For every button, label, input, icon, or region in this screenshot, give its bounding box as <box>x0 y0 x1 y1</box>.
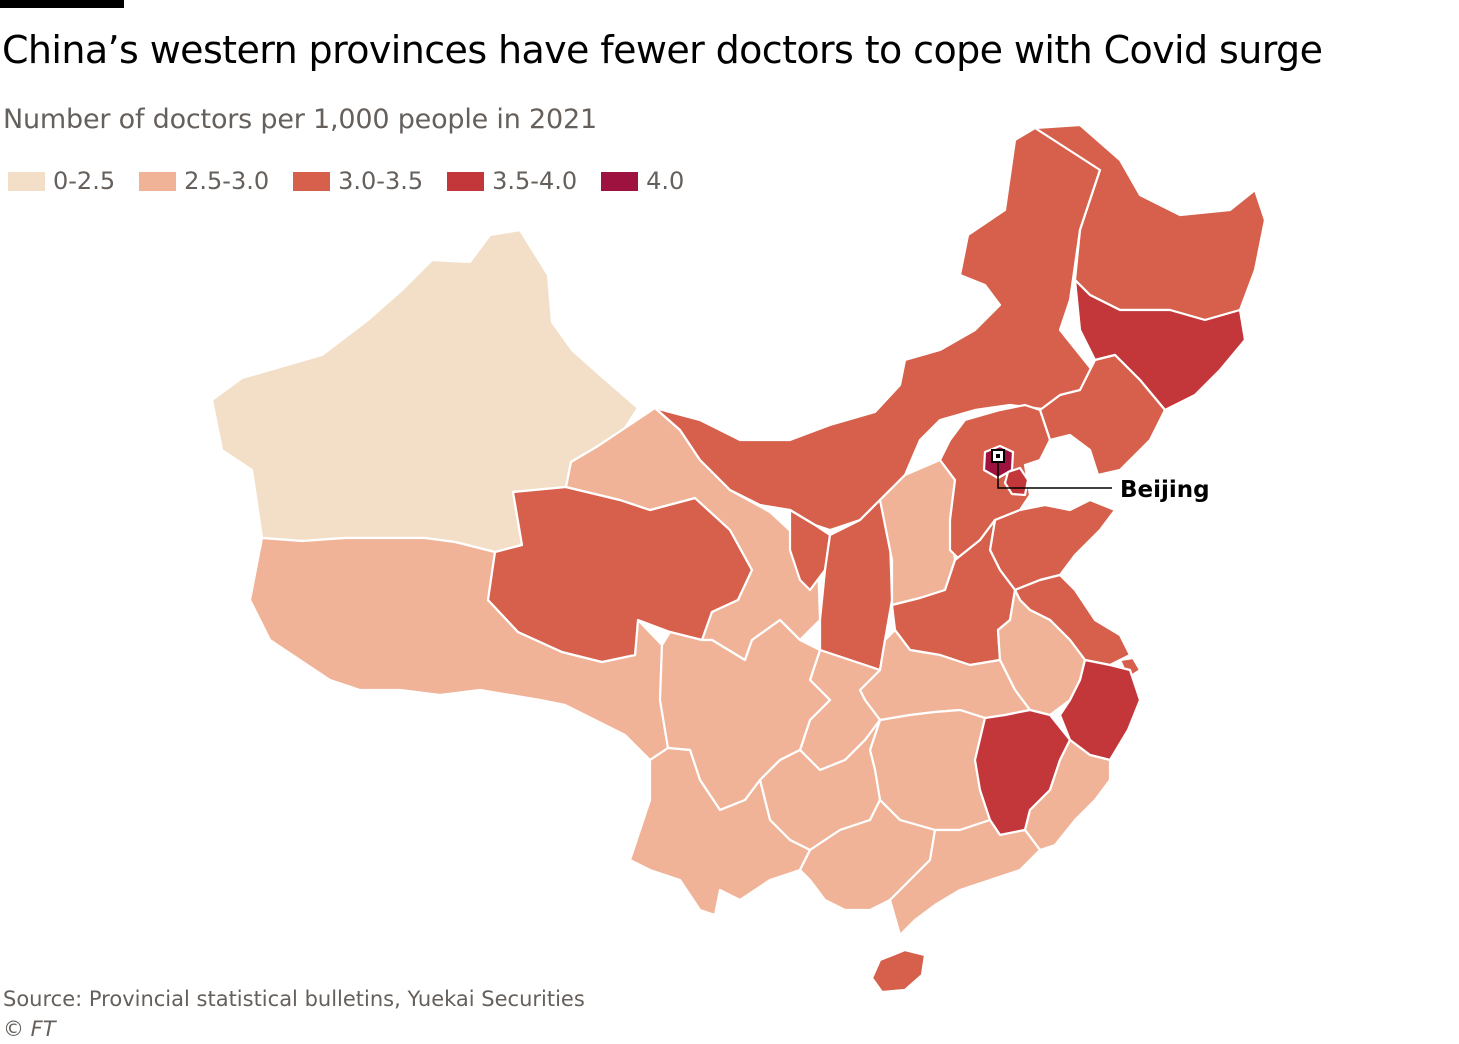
legend-swatch-3 <box>447 171 485 191</box>
region-yunnan <box>628 746 812 917</box>
legend-label-3: 3.5-4.0 <box>492 167 578 195</box>
legend-item-1: 2.5-3.0 <box>139 167 269 195</box>
region-heilongjiang <box>1033 123 1267 322</box>
region-fujian <box>1023 738 1112 852</box>
legend-swatch-1 <box>139 171 177 191</box>
region-hainan <box>870 948 927 994</box>
legend-swatch-4 <box>601 171 639 191</box>
region-inner-mongolia <box>653 123 1102 532</box>
legend-label-1: 2.5-3.0 <box>184 167 270 195</box>
beijing-callout: Beijing <box>991 449 1210 503</box>
region-liaoning <box>1038 353 1167 477</box>
source-note: Source: Provincial statistical bulletins… <box>3 987 585 1011</box>
top-rule <box>0 0 124 8</box>
legend-label-2: 3.0-3.5 <box>338 167 424 195</box>
legend-item-2: 3.0-3.5 <box>293 167 423 195</box>
beijing-marker-dot <box>996 454 1000 458</box>
legend-label-0: 0-2.5 <box>53 167 116 195</box>
legend-swatch-0 <box>8 171 45 191</box>
beijing-leader-line <box>997 462 1112 489</box>
legend: 0-2.5 2.5-3.0 3.0-3.5 3.5-4.0 4.0 <box>8 163 708 199</box>
legend-item-0: 0-2.5 <box>8 167 115 195</box>
beijing-label: Beijing <box>1120 477 1210 503</box>
legend-swatch-2 <box>293 171 331 191</box>
chart-subtitle: Number of doctors per 1,000 people in 20… <box>3 104 597 135</box>
legend-item-3: 3.5-4.0 <box>447 167 577 195</box>
region-guangdong <box>888 818 1042 937</box>
region-ningxia <box>788 508 832 592</box>
credit: © FT <box>3 1017 56 1041</box>
legend-item-4: 4.0 <box>601 167 684 195</box>
legend-label-4: 4.0 <box>646 167 685 195</box>
chart-title: China’s western provinces have fewer doc… <box>2 28 1323 72</box>
